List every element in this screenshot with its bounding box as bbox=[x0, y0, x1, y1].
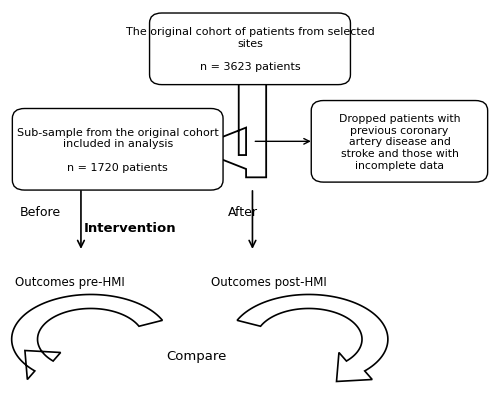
Polygon shape bbox=[237, 295, 388, 382]
FancyBboxPatch shape bbox=[311, 101, 488, 183]
Text: After: After bbox=[228, 206, 258, 219]
FancyBboxPatch shape bbox=[12, 109, 223, 191]
Text: Dropped patients with
previous coronary
artery disease and
stroke and those with: Dropped patients with previous coronary … bbox=[338, 114, 460, 170]
Polygon shape bbox=[194, 83, 266, 178]
FancyBboxPatch shape bbox=[150, 14, 350, 85]
Text: Sub-sample from the original cohort
included in analysis

n = 1720 patients: Sub-sample from the original cohort incl… bbox=[17, 128, 218, 172]
Text: Before: Before bbox=[20, 206, 61, 219]
Text: Compare: Compare bbox=[166, 349, 226, 362]
Text: Outcomes pre-HMI: Outcomes pre-HMI bbox=[15, 275, 124, 288]
Polygon shape bbox=[12, 295, 162, 379]
Text: The original cohort of patients from selected
sites

n = 3623 patients: The original cohort of patients from sel… bbox=[126, 28, 374, 72]
Text: Outcomes post-HMI: Outcomes post-HMI bbox=[211, 275, 326, 288]
Text: Intervention: Intervention bbox=[84, 222, 176, 235]
